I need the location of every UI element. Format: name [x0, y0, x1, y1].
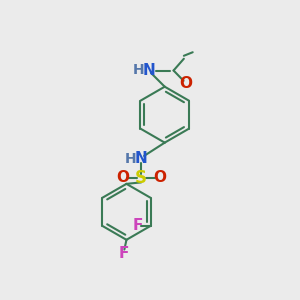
Text: N: N: [142, 63, 155, 78]
Text: H: H: [125, 152, 137, 166]
Text: F: F: [118, 246, 129, 261]
Text: O: O: [153, 170, 166, 185]
Text: N: N: [135, 151, 148, 166]
Text: O: O: [179, 76, 192, 91]
Text: F: F: [132, 218, 142, 233]
Text: S: S: [135, 169, 147, 187]
Text: H: H: [132, 64, 144, 77]
Text: O: O: [116, 170, 129, 185]
